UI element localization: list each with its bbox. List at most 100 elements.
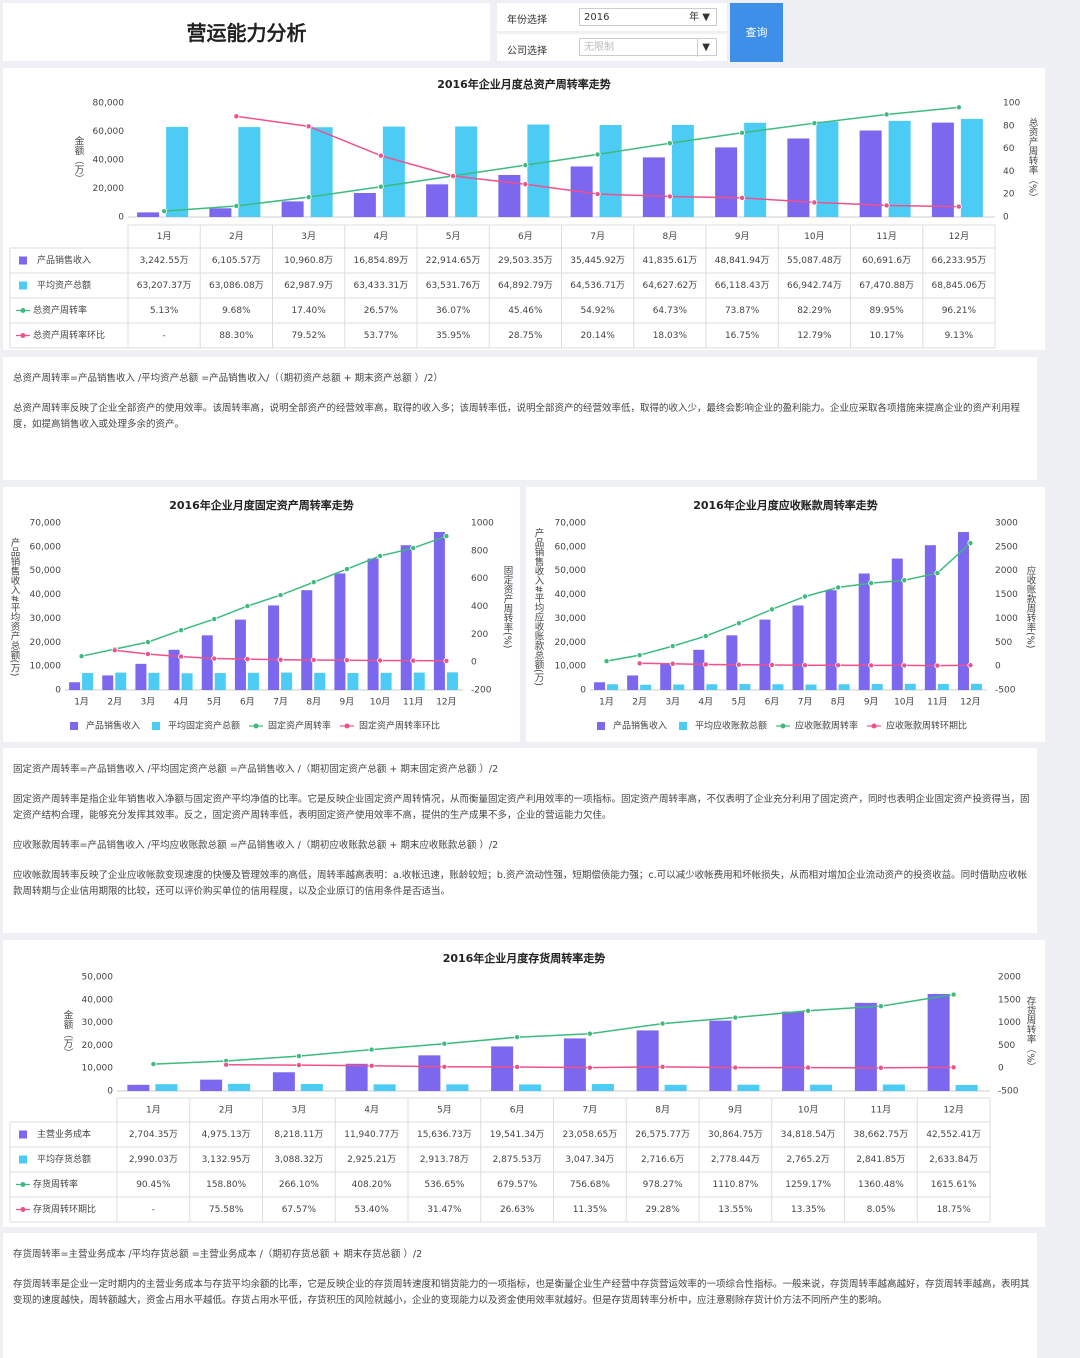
y-axis-label: 金额（万）: [62, 1010, 74, 1058]
x-tick-label: 11月: [403, 697, 423, 708]
explanation: 固定资产周转率是指企业年销售收入净额与固定资产平均净值的比率。它是反映企业固定资…: [13, 794, 1030, 821]
table-cell: 48,841.94万: [715, 256, 770, 266]
line: [164, 106, 959, 212]
bar: [247, 672, 259, 690]
column-header: 7月: [590, 231, 605, 242]
table-cell: 2,990.03万: [129, 1155, 178, 1165]
table-cell: 29.28%: [645, 1205, 680, 1215]
line-point: [950, 991, 957, 998]
line-point: [233, 113, 240, 120]
line-point: [735, 661, 742, 668]
y2-tick-label: 20: [1003, 190, 1015, 200]
column-header: 9月: [735, 231, 750, 242]
line-point: [377, 552, 384, 559]
line-point: [78, 653, 85, 660]
table-cell: 73.87%: [725, 306, 760, 316]
table-cell: 13.55%: [718, 1205, 753, 1215]
y2-tick-label: 1500: [998, 995, 1021, 1005]
column-header: 6月: [518, 231, 533, 242]
x-tick-label: 4月: [698, 697, 713, 708]
table-cell: 62,987.9万: [284, 281, 333, 291]
table-cell: 67,470.88万: [859, 281, 914, 291]
line-point: [735, 620, 742, 627]
line-point: [277, 592, 284, 599]
y-tick-label: 20,000: [555, 638, 587, 648]
column-header: 12月: [943, 1105, 963, 1116]
line-point: [967, 662, 974, 669]
line-point: [223, 1061, 230, 1068]
table-cell: 26.63%: [500, 1205, 535, 1215]
company-filter: 公司选择 无限制 ▼: [497, 34, 727, 61]
bar: [380, 672, 392, 690]
y-tick-label: 0: [580, 686, 586, 696]
line-point: [835, 584, 842, 591]
y-tick-label: 20,000: [82, 1041, 114, 1051]
title-panel: 营运能力分析: [3, 3, 490, 61]
bar: [927, 993, 950, 1091]
line-point: [443, 657, 450, 664]
bar: [642, 157, 665, 217]
y-axis-label: 产品销售收入#平均应收账款总额(万): [533, 527, 545, 686]
line-point: [901, 662, 908, 669]
bar: [737, 1084, 760, 1091]
bar: [858, 573, 870, 690]
table-cell: 60,691.6万: [862, 256, 911, 266]
line-point: [835, 662, 842, 669]
x-tick-label: 5月: [207, 697, 222, 708]
column-header: 1月: [157, 231, 172, 242]
table-cell: 42,552.41万: [926, 1130, 981, 1140]
table-cell: 26,575.77万: [635, 1130, 690, 1140]
table-cell: 66,118.43万: [715, 281, 770, 291]
query-button[interactable]: 查询: [730, 3, 783, 62]
bar: [891, 558, 903, 690]
y2-tick-label: 0: [995, 662, 1001, 672]
bar: [272, 1072, 295, 1091]
line-point: [441, 1063, 448, 1070]
line-point: [955, 104, 962, 111]
line-point: [161, 208, 168, 215]
bar: [715, 147, 738, 217]
y-tick-label: 20,000: [30, 638, 62, 648]
year-value: 2016: [584, 12, 610, 23]
x-tick-label: 10月: [894, 697, 914, 708]
table-cell: 38,662.75万: [853, 1130, 908, 1140]
y2-tick-label: 500: [995, 638, 1012, 648]
table-cell: 66,233.95万: [931, 256, 986, 266]
table-cell: 23,058.65万: [562, 1130, 617, 1140]
table-cell: 63,531.76万: [426, 281, 481, 291]
line-point: [659, 1063, 666, 1070]
line-point: [144, 639, 151, 646]
table-cell: 1110.87%: [712, 1180, 758, 1190]
bar: [706, 684, 718, 690]
year-select[interactable]: 2016 年 ▼: [579, 8, 717, 26]
table-cell: 18.03%: [653, 331, 688, 341]
y2-axis-label: 存货周转率（%）: [1025, 996, 1037, 1072]
table-cell: -: [163, 331, 166, 341]
bar: [772, 684, 784, 690]
bar: [367, 558, 379, 690]
table-cell: 3,047.34万: [565, 1155, 614, 1165]
legend-swatch: [679, 722, 688, 730]
company-select[interactable]: 无限制 ▼: [579, 38, 717, 57]
y-tick-label: 70,000: [30, 519, 62, 529]
table-cell: 266.10%: [279, 1180, 319, 1190]
table-cell: 3,088.32万: [274, 1155, 323, 1165]
table-cell: 53.40%: [354, 1205, 389, 1215]
y-tick-label: 50,000: [555, 566, 587, 576]
bar: [400, 545, 412, 690]
x-tick-label: 9月: [864, 697, 879, 708]
line-point: [178, 653, 185, 660]
table-cell: 63,207.37万: [137, 281, 192, 291]
line-point: [410, 545, 417, 552]
line-point: [111, 647, 118, 654]
explanation: 总资产周转率反映了企业全部资产的使用效率。该周转率高，说明全部资产的经营效率高，…: [13, 403, 1021, 430]
bar: [673, 684, 685, 690]
table-cell: 3,242.55万: [140, 256, 189, 266]
column-header: 6月: [510, 1105, 525, 1116]
column-header: 1月: [146, 1105, 161, 1116]
line-point: [244, 603, 251, 610]
bar: [137, 212, 160, 217]
legend-swatch: [344, 723, 350, 729]
line-point: [883, 111, 890, 118]
